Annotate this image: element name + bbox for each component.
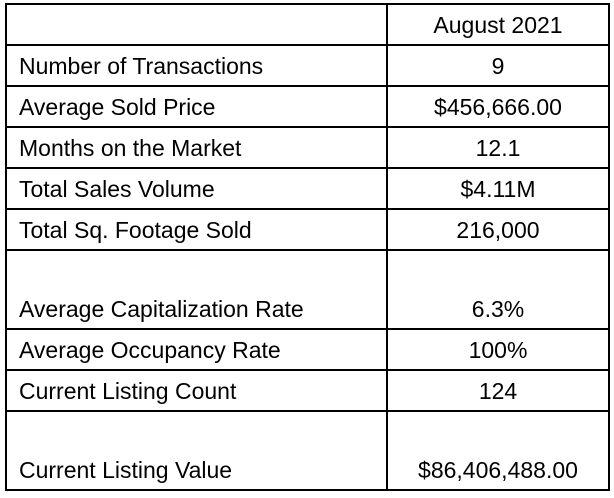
row-value-capitalization-rate: 6.3% bbox=[386, 249, 610, 330]
row-value-total-sq-footage: 216,000 bbox=[386, 208, 610, 251]
row-value-total-sales-volume: $4.11M bbox=[386, 167, 610, 210]
header-row: August 2021 bbox=[5, 3, 610, 46]
table-row: Number of Transactions 9 bbox=[5, 44, 610, 87]
table-row: Current Listing Count 124 bbox=[5, 369, 610, 412]
row-value-listing-count: 124 bbox=[386, 369, 610, 412]
table-row: Total Sales Volume $4.11M bbox=[5, 167, 610, 210]
row-value-transactions: 9 bbox=[386, 44, 610, 87]
row-label-listing-value: Current Listing Value bbox=[5, 410, 388, 491]
period-header: August 2021 bbox=[386, 3, 610, 46]
row-label-months-on-market: Months on the Market bbox=[5, 126, 388, 169]
market-stats-table: August 2021 Number of Transactions 9 Ave… bbox=[5, 3, 610, 491]
row-value-months-on-market: 12.1 bbox=[386, 126, 610, 169]
table-row: Current Listing Value $86,406,488.00 bbox=[5, 410, 610, 491]
row-value-average-sold-price: $456,666.00 bbox=[386, 85, 610, 128]
row-label-occupancy-rate: Average Occupancy Rate bbox=[5, 328, 388, 371]
table-row: Average Sold Price $456,666.00 bbox=[5, 85, 610, 128]
row-label-capitalization-rate: Average Capitalization Rate bbox=[5, 249, 388, 330]
table-row: Months on the Market 12.1 bbox=[5, 126, 610, 169]
row-label-total-sq-footage: Total Sq. Footage Sold bbox=[5, 208, 388, 251]
corner-cell bbox=[5, 3, 388, 46]
row-value-occupancy-rate: 100% bbox=[386, 328, 610, 371]
row-value-listing-value: $86,406,488.00 bbox=[386, 410, 610, 491]
table-row: Average Capitalization Rate 6.3% bbox=[5, 249, 610, 330]
row-label-average-sold-price: Average Sold Price bbox=[5, 85, 388, 128]
row-label-total-sales-volume: Total Sales Volume bbox=[5, 167, 388, 210]
row-label-listing-count: Current Listing Count bbox=[5, 369, 388, 412]
table-row: Total Sq. Footage Sold 216,000 bbox=[5, 208, 610, 251]
table-row: Average Occupancy Rate 100% bbox=[5, 328, 610, 371]
row-label-transactions: Number of Transactions bbox=[5, 44, 388, 87]
